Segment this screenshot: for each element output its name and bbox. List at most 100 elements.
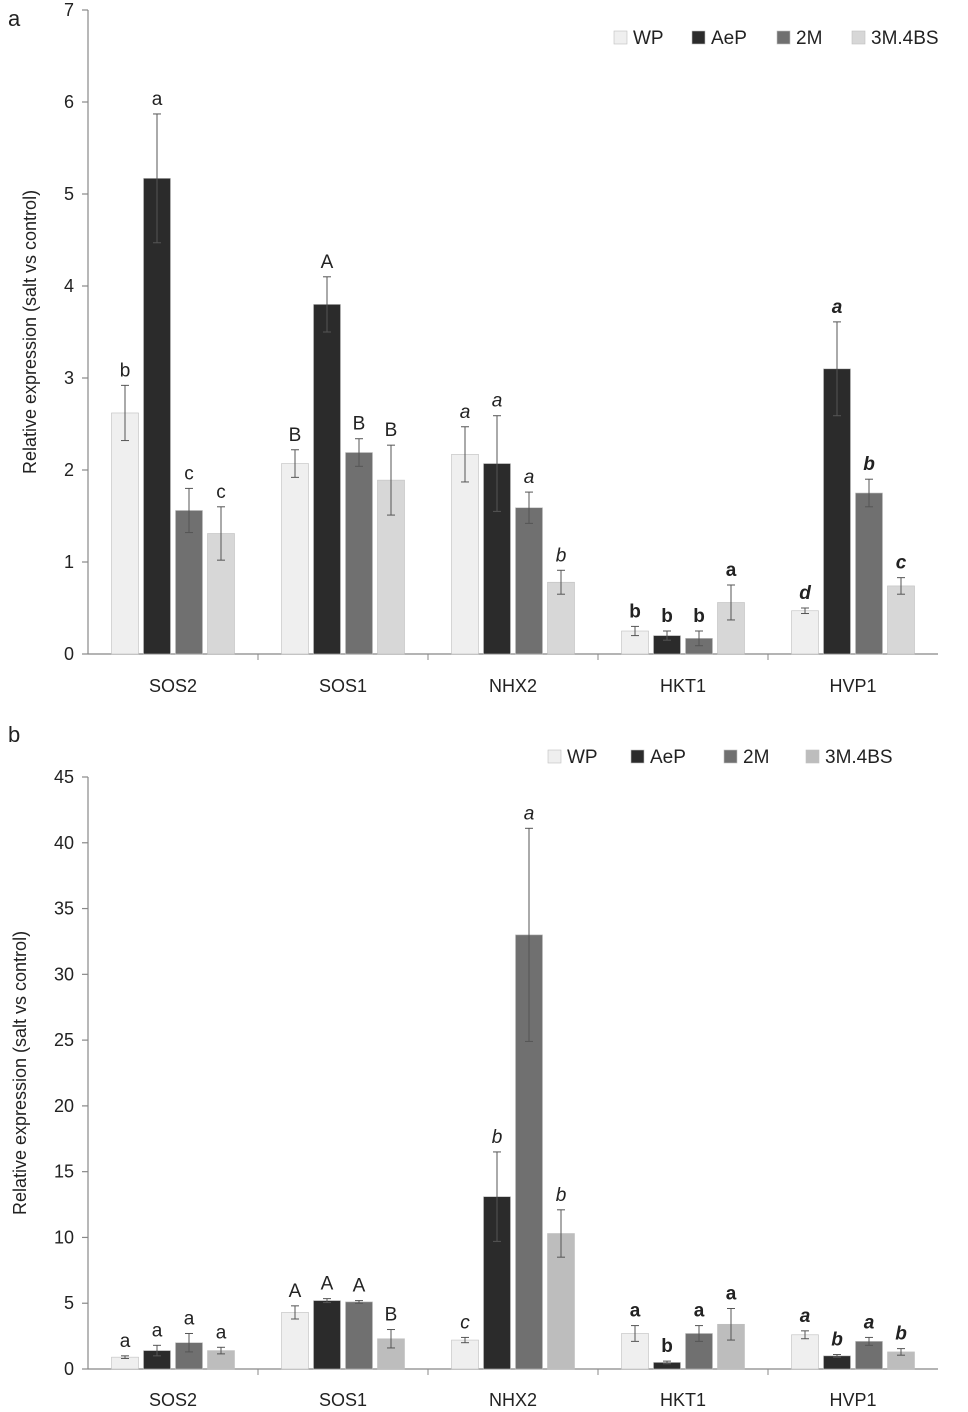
- legend-swatch: [547, 749, 562, 764]
- legend-swatch: [851, 30, 866, 45]
- significance-label: a: [524, 467, 535, 488]
- x-tick-label: SOS1: [319, 1390, 367, 1410]
- y-tick-label: 20: [54, 1096, 74, 1116]
- significance-label: b: [693, 606, 705, 627]
- significance-label: a: [726, 560, 737, 581]
- bar-wp: [111, 412, 139, 655]
- legend-swatch: [691, 30, 706, 45]
- significance-label: c: [216, 482, 226, 503]
- bar-2m: [855, 492, 883, 655]
- significance-label: A: [353, 1276, 366, 1297]
- y-tick-label: 6: [64, 92, 74, 112]
- significance-label: a: [800, 1306, 811, 1327]
- significance-label: b: [120, 360, 131, 381]
- significance-label: A: [321, 1274, 334, 1295]
- significance-label: b: [556, 1185, 567, 1206]
- legend-label: AeP: [711, 28, 747, 49]
- bar-aep: [143, 178, 171, 655]
- significance-label: a: [216, 1322, 227, 1343]
- legend-label: WP: [633, 28, 664, 49]
- bar-2m: [345, 452, 373, 655]
- chart-panel-b: b 0 5 10 15 20 25 30 35 40 45 Relative expression (…: [8, 722, 938, 1410]
- y-tick-label: 10: [54, 1227, 74, 1247]
- legend-swatch: [776, 30, 791, 45]
- significance-label: B: [385, 1305, 398, 1326]
- y-tick-label: 25: [54, 1030, 74, 1050]
- y-tick-label: 45: [54, 767, 74, 787]
- bar-aep: [313, 304, 341, 655]
- bar-aep: [823, 368, 851, 655]
- significance-label: a: [864, 1312, 875, 1333]
- legend-label: 2M: [796, 28, 822, 49]
- y-tick-label: 40: [54, 833, 74, 853]
- significance-label: c: [460, 1312, 470, 1333]
- bar-wp: [791, 610, 819, 655]
- y-tick-label: 35: [54, 899, 74, 919]
- bar-aep: [823, 1355, 851, 1370]
- bar-2m: [345, 1301, 373, 1370]
- significance-label: A: [321, 252, 334, 273]
- x-tick-label: HVP1: [829, 1390, 876, 1410]
- y-tick-label: 3: [64, 368, 74, 388]
- y-tick-label: 30: [54, 964, 74, 984]
- bar-aep: [483, 1196, 511, 1370]
- y-axis-label: Relative expression (salt vs control): [10, 931, 30, 1215]
- bar-3m-4bs: [887, 585, 915, 655]
- x-tick-label: NHX2: [489, 1390, 537, 1410]
- significance-label: b: [629, 601, 641, 622]
- significance-label: a: [492, 391, 503, 412]
- significance-label: B: [353, 414, 366, 435]
- bar-2m: [855, 1341, 883, 1370]
- legend-label: WP: [567, 747, 598, 768]
- x-tick-label: SOS2: [149, 1390, 197, 1410]
- significance-label: a: [832, 297, 843, 318]
- y-tick-label: 15: [54, 1162, 74, 1182]
- legend-label: AeP: [650, 747, 686, 768]
- x-tick-label: SOS1: [319, 676, 367, 696]
- significance-label: c: [184, 463, 194, 484]
- significance-label: b: [863, 454, 875, 475]
- legend-label: 2M: [743, 747, 769, 768]
- bar-wp: [791, 1334, 819, 1370]
- panel-letter: b: [8, 722, 20, 747]
- significance-label: b: [895, 1324, 907, 1345]
- bar-wp: [451, 1339, 479, 1370]
- significance-label: b: [492, 1127, 503, 1148]
- legend-label: 3M.4BS: [871, 28, 939, 49]
- y-tick-label: 5: [64, 184, 74, 204]
- x-tick-label: SOS2: [149, 676, 197, 696]
- bar-aep: [313, 1300, 341, 1370]
- x-tick-label: NHX2: [489, 676, 537, 696]
- y-tick-label: 2: [64, 460, 74, 480]
- chart-panel-a: a 0 1 2 3 4 5 6 7 Relative expression (salt vs co…: [8, 0, 939, 696]
- y-tick-label: 0: [64, 1359, 74, 1379]
- y-axis-label: Relative expression (salt vs control): [20, 190, 40, 474]
- significance-label: a: [460, 402, 471, 423]
- significance-label: b: [661, 1336, 673, 1357]
- significance-label: b: [831, 1330, 843, 1351]
- bar-wp: [451, 454, 479, 655]
- legend-swatch: [630, 749, 645, 764]
- legend-swatch: [805, 749, 820, 764]
- significance-label: a: [630, 1301, 641, 1322]
- bar-wp: [281, 1312, 309, 1370]
- significance-label: b: [556, 545, 567, 566]
- x-tick-label: HVP1: [829, 676, 876, 696]
- significance-label: a: [694, 1301, 705, 1322]
- bar-2m: [175, 510, 203, 655]
- legend-swatch: [613, 30, 628, 45]
- significance-label: a: [120, 1331, 131, 1352]
- significance-label: c: [896, 553, 907, 574]
- significance-label: A: [289, 1281, 302, 1302]
- y-tick-label: 0: [64, 644, 74, 664]
- x-tick-label: HKT1: [660, 676, 706, 696]
- significance-label: a: [152, 89, 163, 110]
- y-tick-label: 7: [64, 0, 74, 20]
- y-tick-label: 4: [64, 276, 74, 296]
- significance-label: a: [524, 803, 535, 824]
- legend-label: 3M.4BS: [825, 747, 893, 768]
- y-tick-label: 5: [64, 1293, 74, 1313]
- y-tick-label: 1: [64, 552, 74, 572]
- x-tick-label: HKT1: [660, 1390, 706, 1410]
